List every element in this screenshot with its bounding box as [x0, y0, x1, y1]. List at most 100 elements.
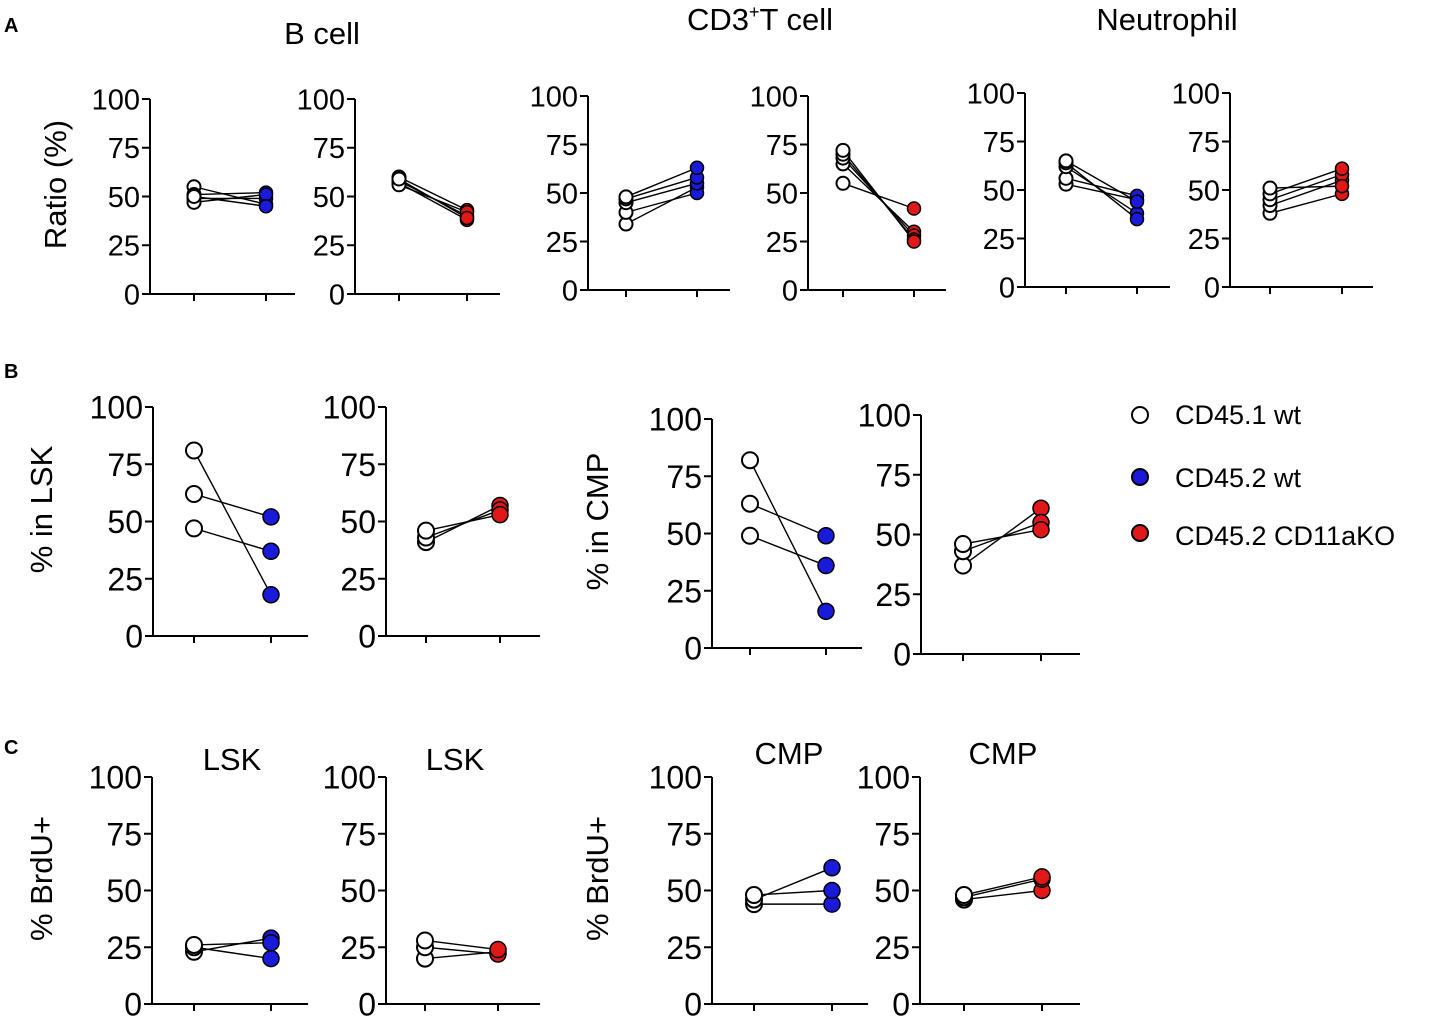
y-tick-label-0: 0	[358, 619, 376, 655]
y-tick-label-0: 0	[562, 275, 578, 307]
panel-label-b: B	[4, 361, 18, 383]
point-cd45-2-wt-3	[823, 881, 841, 900]
point-cd45-2-wt-5	[689, 160, 705, 176]
point-cd45-2-wt-1	[817, 602, 835, 621]
point-cd45-2-wt-2	[262, 508, 280, 526]
y-tick-label-0: 0	[329, 279, 345, 311]
y-tick-label-75: 75	[1188, 127, 1220, 159]
point-cd45-1-wt-1	[835, 175, 851, 191]
point-cd45-1-wt-3	[185, 935, 203, 954]
y-tick-label-75: 75	[546, 130, 578, 162]
pair-line-1	[398, 176, 468, 211]
chart-a3: 0 25 50 75 100	[530, 81, 730, 307]
point-cd45-2-wt-4	[1129, 211, 1145, 227]
point-cd45-1-wt-3	[185, 519, 203, 538]
point-cd45-2-cd11ako-3	[1032, 520, 1050, 539]
point-cd45-1-wt-5	[186, 189, 202, 204]
y-tick-label-50: 50	[108, 182, 140, 214]
pair-line-2	[1065, 177, 1138, 197]
pair-line-2	[1269, 179, 1343, 207]
header-neutrophil: Neutrophil	[1096, 2, 1237, 37]
point-cd45-1-wt-3	[745, 886, 763, 905]
y-tick-label-0: 0	[124, 987, 142, 1022]
pair-line-1	[193, 450, 272, 596]
y-tick-label-100: 100	[323, 390, 376, 426]
legend-label-cd45-1-wt: CD45.1 wt	[1175, 400, 1302, 430]
y-tick-label-0: 0	[358, 987, 376, 1022]
point-cd45-1-wt-1	[741, 451, 759, 470]
y-tick-label-50: 50	[106, 873, 142, 909]
legend-marker-cd45-1-wt	[1131, 406, 1149, 424]
chart-b1: 0 25 50 75 100 % in LSK	[24, 390, 308, 655]
pair-line-3	[1065, 166, 1138, 214]
point-cd45-1-wt-3	[955, 886, 973, 905]
y-tick-label-75: 75	[106, 816, 142, 852]
y-tick-label-0: 0	[999, 272, 1015, 304]
pair-line-5	[398, 178, 468, 219]
y-tick-label-75: 75	[666, 459, 702, 495]
pair-line-2	[963, 878, 1043, 898]
point-cd45-2-wt-3	[262, 933, 280, 952]
y-tick-label-50: 50	[107, 504, 143, 540]
point-cd45-2-wt-1	[262, 586, 280, 604]
pair-line-5	[625, 167, 698, 198]
y-tick-label-100: 100	[90, 390, 143, 426]
y-tick-label-75: 75	[874, 816, 910, 852]
y-tick-label-100: 100	[297, 84, 345, 116]
y-tick-label-25: 25	[107, 561, 143, 597]
y-tick-label-75: 75	[108, 133, 140, 165]
y-tick-label-25: 25	[766, 227, 798, 259]
point-cd45-1-wt-5	[1262, 180, 1278, 196]
y-tick-label-0: 0	[1204, 272, 1220, 304]
legend-marker-cd45-2-cd11ako	[1131, 524, 1149, 542]
point-cd45-1-wt-3	[416, 931, 434, 950]
y-tick-label-50: 50	[340, 504, 376, 540]
pair-line-1	[1065, 183, 1138, 201]
point-cd45-2-wt-2	[262, 949, 280, 968]
y-tick-label-100: 100	[750, 81, 798, 113]
y-tick-label-75: 75	[983, 127, 1015, 159]
legend-label-cd45-2-cd11ako: CD45.2 CD11aKO	[1175, 521, 1395, 551]
header-cd3-superscript: +	[749, 2, 760, 22]
point-cd45-2-cd11ako-5	[459, 210, 475, 226]
point-cd45-2-cd11ako-3	[1033, 868, 1051, 886]
pair-line-5	[842, 149, 915, 242]
y-tick-label-25: 25	[546, 227, 578, 259]
y-tick-label-50: 50	[666, 873, 702, 909]
y-tick-label-0: 0	[684, 631, 702, 667]
pair-line-3	[424, 939, 499, 951]
chart-a6: 0 25 50 75 100	[1172, 78, 1373, 304]
chart-a1: 0 25 50 75 100 Ratio (%)	[38, 84, 295, 311]
pair-line-4	[1065, 162, 1138, 220]
chart-b3: 0 25 50 75 100 % in CMP	[580, 402, 862, 667]
header-b-cell: B cell	[284, 16, 360, 51]
pair-line-3	[749, 535, 827, 567]
point-cd45-1-wt-1	[185, 441, 203, 460]
legend-marker-cd45-2-wt	[1131, 468, 1149, 486]
y-tick-label-50: 50	[340, 873, 376, 909]
y-tick-label-50: 50	[1188, 175, 1220, 207]
legend: CD45.1 wt CD45.2 wt CD45.2 CD11aKO	[1131, 400, 1395, 551]
header-t-cell-text: T cell	[760, 2, 834, 37]
pair-line-2	[424, 946, 499, 955]
pair-line-5	[193, 195, 267, 207]
pair-line-2	[193, 946, 272, 960]
y-tick-label-50: 50	[546, 178, 578, 210]
y-tick-label-100: 100	[649, 402, 702, 438]
y-axis-label: % BrdU+	[24, 816, 59, 941]
chart-title: LSK	[203, 742, 262, 777]
y-tick-label-100: 100	[857, 760, 910, 796]
y-tick-label-0: 0	[684, 987, 702, 1022]
pair-line-2	[425, 509, 501, 539]
y-tick-label-75: 75	[340, 816, 376, 852]
point-cd45-2-wt-2	[817, 527, 835, 545]
point-cd45-1-wt-2	[741, 494, 759, 513]
point-cd45-2-wt-5	[258, 199, 274, 214]
y-tick-label-25: 25	[666, 930, 702, 966]
y-tick-label-50: 50	[983, 175, 1015, 207]
y-tick-label-25: 25	[313, 231, 345, 263]
y-tick-label-75: 75	[766, 130, 798, 162]
pair-line-3	[193, 527, 272, 552]
y-tick-label-100: 100	[649, 760, 702, 796]
